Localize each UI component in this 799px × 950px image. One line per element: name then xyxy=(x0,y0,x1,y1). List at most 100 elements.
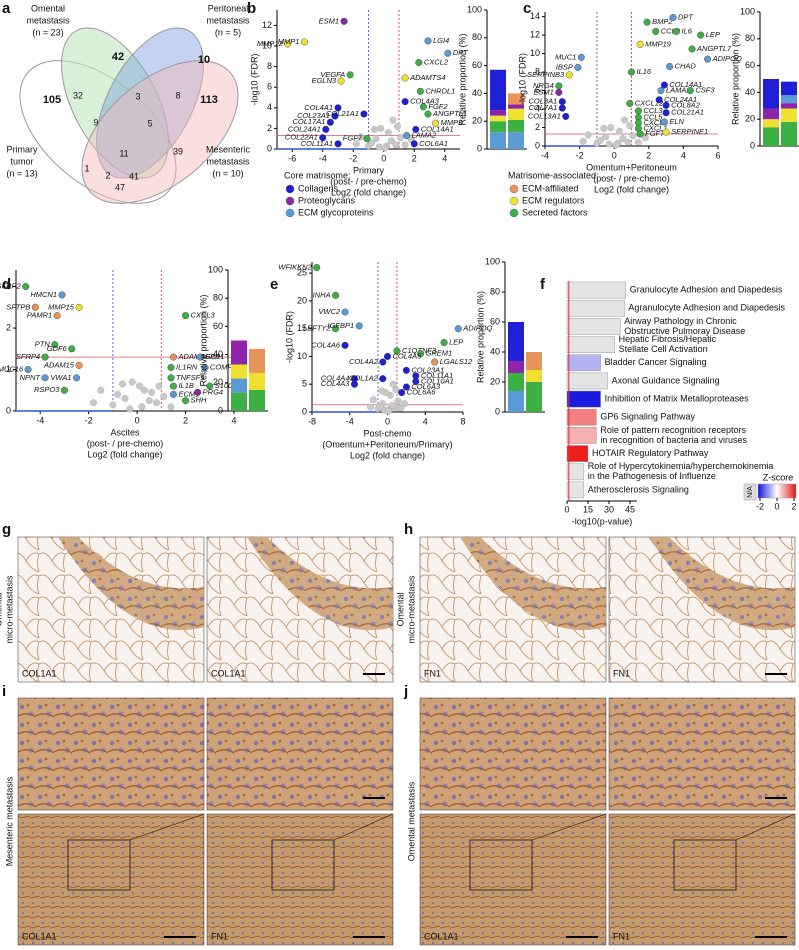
legend-label: Proteoglycans xyxy=(298,195,356,205)
legend-swatch xyxy=(285,184,295,194)
venn-set-label: (n = 13) xyxy=(6,168,37,178)
y-tick-label: 4 xyxy=(267,102,272,112)
y-axis-label: Relative proportion (%) xyxy=(730,33,740,125)
point xyxy=(669,14,677,22)
y-tick-label: 25 xyxy=(297,267,307,277)
legend-title: Core matrisome: xyxy=(284,170,351,180)
point xyxy=(326,118,334,126)
legend-swatch xyxy=(285,196,295,206)
point xyxy=(377,124,385,132)
point xyxy=(634,107,642,115)
side-label: Mesenteric metastasis xyxy=(4,776,14,866)
point xyxy=(612,141,620,149)
point xyxy=(621,116,629,124)
venn-count: 39 xyxy=(173,146,183,156)
point-label: CXCL8 xyxy=(643,118,668,127)
point xyxy=(416,87,424,95)
micrograph xyxy=(608,813,796,946)
point-label: NRG4 xyxy=(533,81,554,90)
x-tick-label: 45 xyxy=(625,504,635,514)
legend-title: Z-score xyxy=(763,472,794,482)
bar-segment xyxy=(526,352,542,370)
bar-segment xyxy=(781,108,797,122)
point xyxy=(628,68,636,76)
point-label: CXCL2 xyxy=(424,57,449,66)
point xyxy=(169,382,177,390)
venn-count: 113 xyxy=(200,94,218,106)
point xyxy=(387,137,395,145)
point xyxy=(605,140,613,148)
point-label: INHA xyxy=(313,290,331,299)
bar-segment xyxy=(781,95,797,104)
point xyxy=(201,363,209,371)
point xyxy=(352,140,360,148)
point-label: SHH xyxy=(191,396,207,405)
point-label: COL10A1 xyxy=(421,376,454,385)
point-label: S100A7 xyxy=(215,381,243,390)
x-axis-label: (post- / pre-chemo) xyxy=(87,438,164,448)
point xyxy=(322,125,330,133)
point xyxy=(393,122,401,130)
point xyxy=(615,127,623,135)
point xyxy=(152,399,160,407)
point xyxy=(128,378,136,386)
point-label: FGF2 xyxy=(428,102,448,111)
panel-letter: b xyxy=(247,0,256,17)
inset-line xyxy=(531,813,607,841)
x-tick-label: 0 xyxy=(385,416,390,426)
y-tick-label: 20 xyxy=(297,295,307,305)
point xyxy=(634,138,642,146)
point-label: MMP19 xyxy=(645,39,672,48)
point-label: FGF7 xyxy=(343,134,363,143)
y-tick-label: 0 xyxy=(477,143,482,153)
point-label: COL23A1 xyxy=(411,365,444,374)
bar-segment xyxy=(231,340,247,365)
point-label: COL4A2 xyxy=(349,357,379,366)
point-label: GREM1 xyxy=(426,349,453,358)
point xyxy=(402,383,410,391)
x-axis-label: Log2 (fold change) xyxy=(87,449,162,459)
bar-label: in the Pathogenesis of Influenze xyxy=(588,471,716,481)
bar-label: GP6 Signaling Pathway xyxy=(600,412,695,422)
y-tick-label: 40 xyxy=(213,349,223,359)
point-label: CSF3 xyxy=(695,86,715,95)
bar-segment xyxy=(490,69,506,111)
y-tick-label: 4 xyxy=(535,103,540,113)
point xyxy=(672,27,680,35)
point-label: IGFBP1 xyxy=(328,321,355,330)
point-label: COL6A1 xyxy=(419,139,448,148)
y-tick-label: 0 xyxy=(495,406,500,416)
micrograph xyxy=(608,697,796,811)
point xyxy=(379,375,387,383)
point-label: CXCL1 xyxy=(643,123,667,132)
point-label: COL11A1 xyxy=(301,139,333,148)
x-axis-label: Log2 (fold change) xyxy=(594,184,669,194)
y-axis-label: -log10 (FDR) xyxy=(517,53,527,105)
point-label: FGF7 xyxy=(645,129,665,138)
y-tick-label: 10 xyxy=(262,40,272,50)
x-tick-label: -8 xyxy=(308,416,316,426)
y-axis-label: Relative proportion (%) xyxy=(475,291,485,383)
point xyxy=(97,386,105,394)
y-tick-label: 2 xyxy=(267,123,272,133)
point-label: ESM1 xyxy=(533,87,553,96)
bar xyxy=(566,336,615,353)
point-label: LEP xyxy=(706,30,720,39)
point xyxy=(346,71,354,79)
point xyxy=(355,322,363,330)
point xyxy=(392,141,400,149)
legend-label: ECM-affiliated xyxy=(522,183,578,193)
bar xyxy=(566,463,585,481)
x-tick-label: -6 xyxy=(288,153,296,163)
bar-label: Airway Pathology in Chronic xyxy=(624,316,737,326)
bar-segment xyxy=(763,127,779,146)
x-axis-label: Log2 (fold change) xyxy=(350,450,425,460)
y-tick-label: 100 xyxy=(485,256,500,266)
y-tick-label: 15 xyxy=(297,323,307,333)
point xyxy=(284,40,292,48)
point-label: COL22A1 xyxy=(285,133,318,142)
bar-segment xyxy=(763,79,779,109)
inset-box xyxy=(673,839,737,891)
point xyxy=(376,402,384,410)
x-axis-label: Omentum+Peritoneum xyxy=(586,162,677,172)
